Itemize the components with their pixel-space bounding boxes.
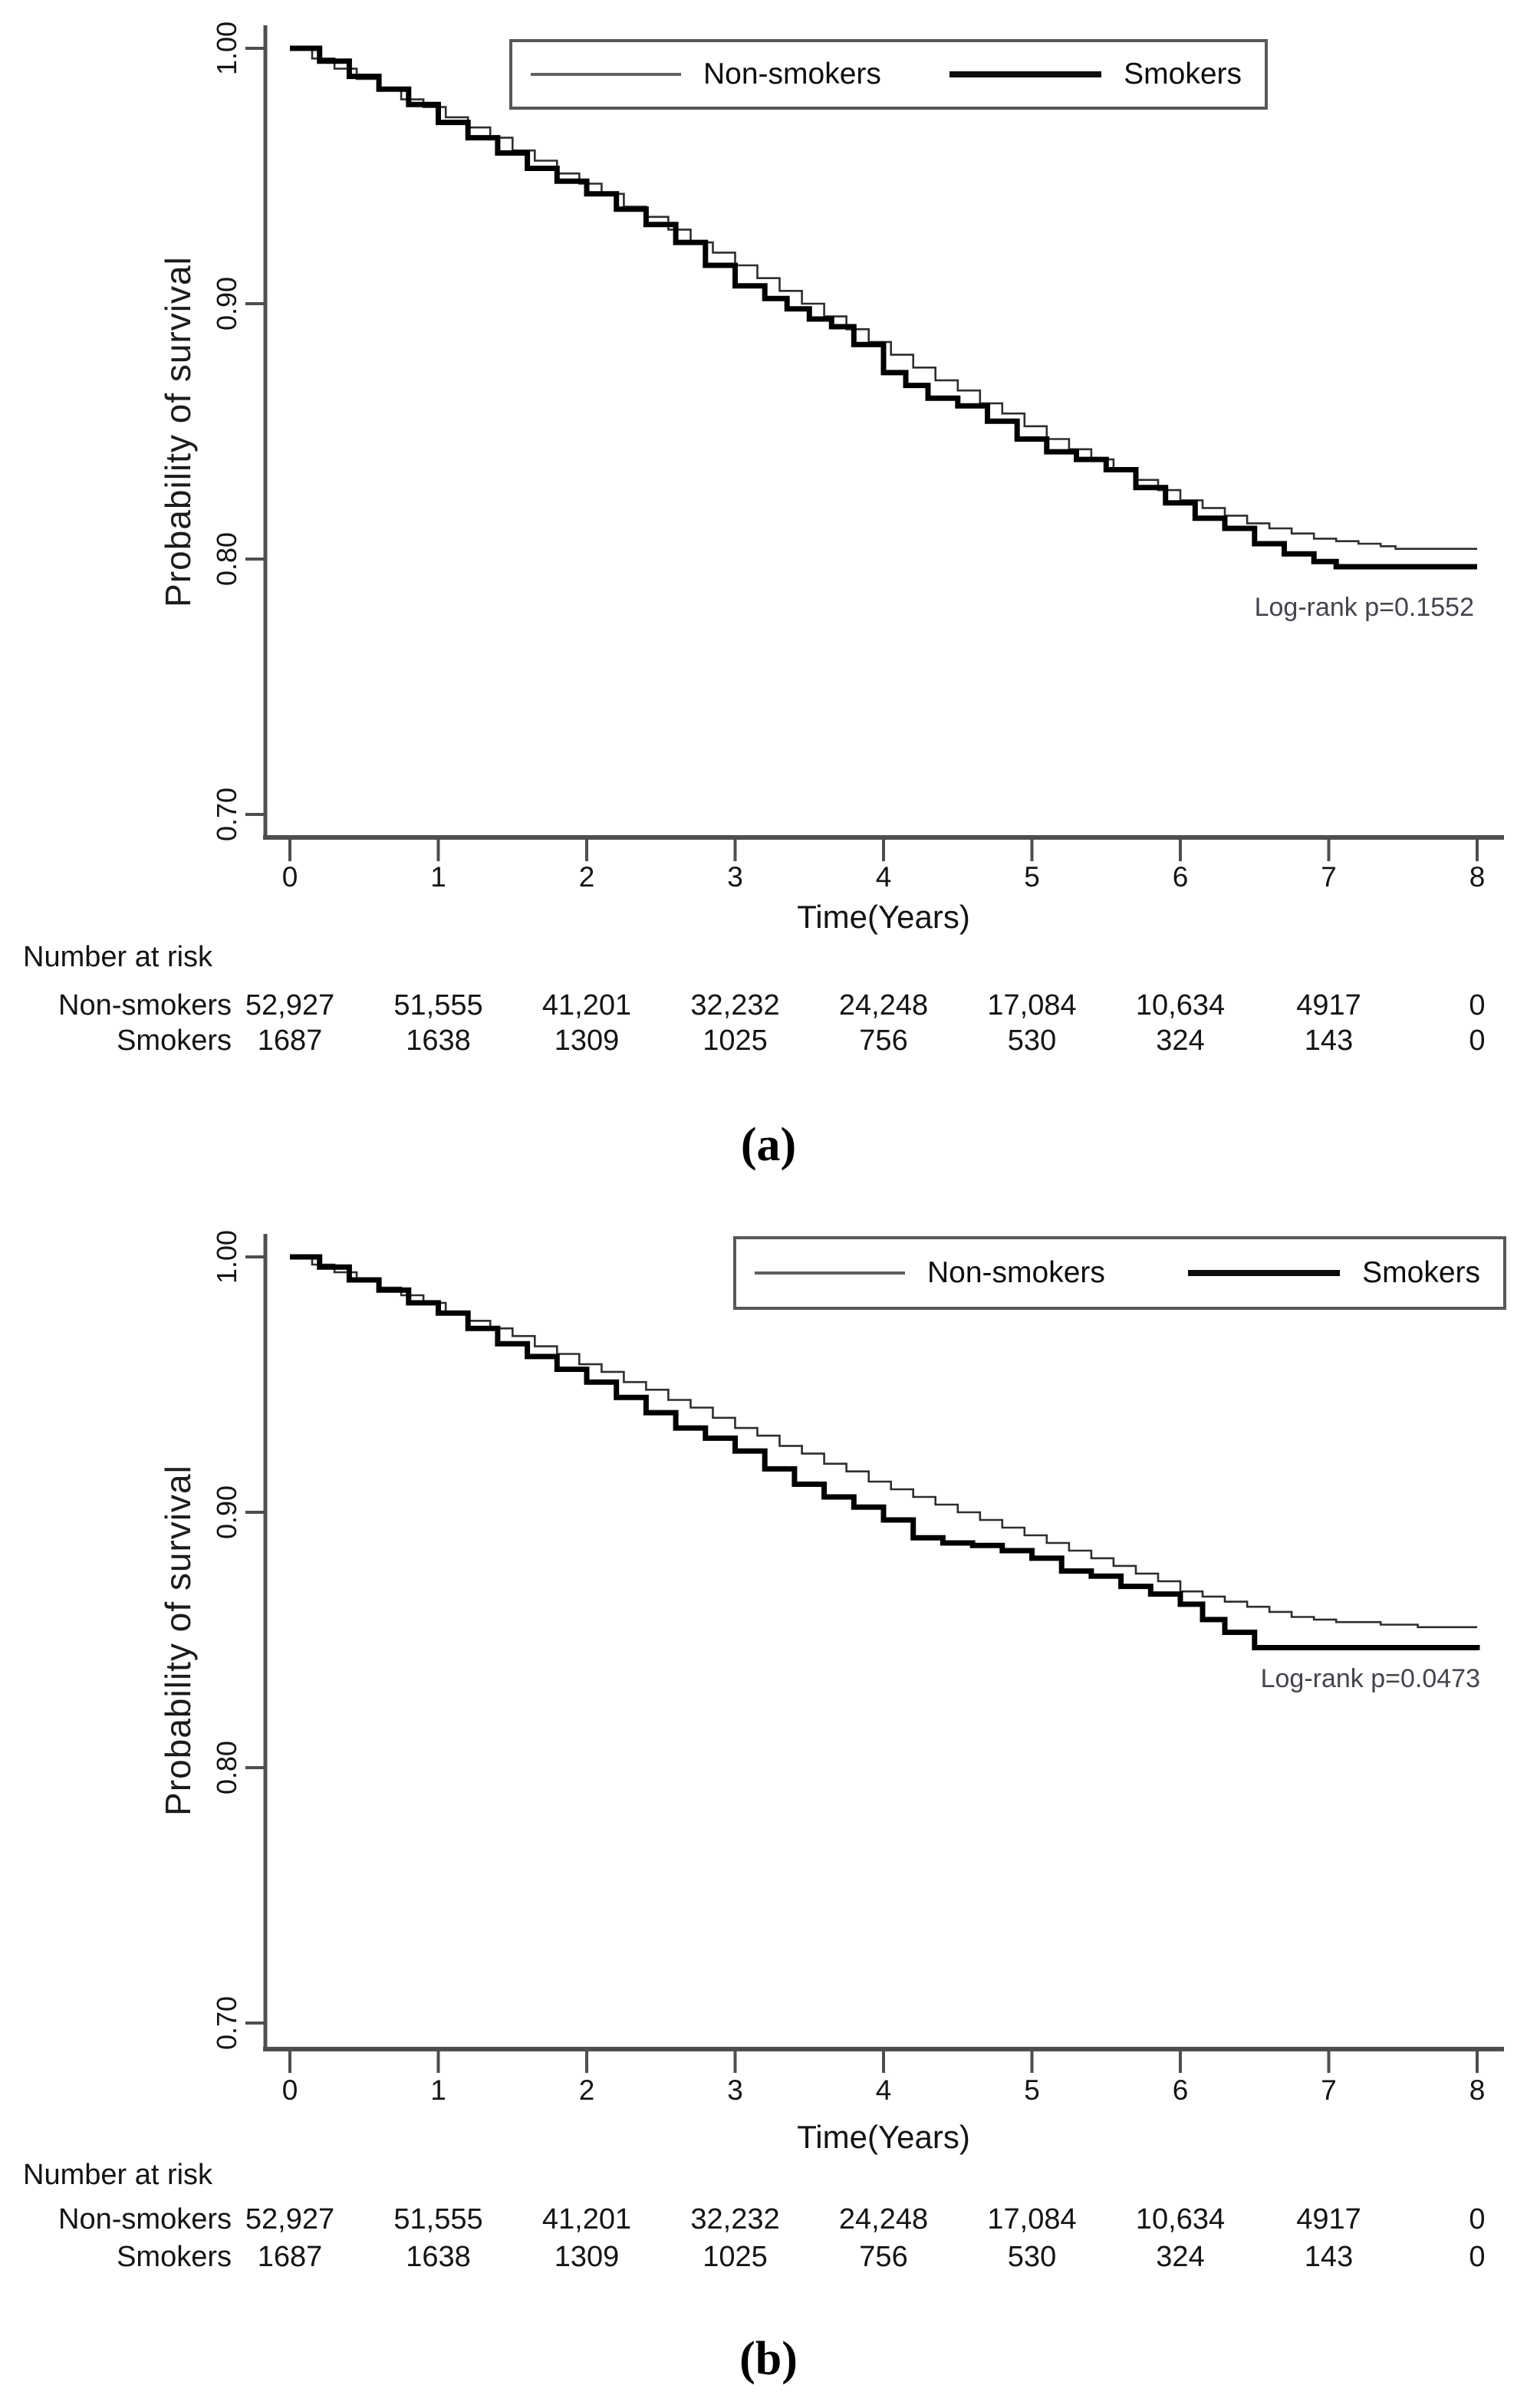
legend-entry-smokers: Smokers — [949, 58, 1242, 91]
x-tick-label: 4 — [875, 2074, 892, 2106]
y-tick-label: 0.70 — [211, 1995, 242, 2051]
risk-value: 530 — [1007, 2241, 1057, 2273]
risk-value: 41,201 — [541, 2203, 632, 2235]
risk-value: 143 — [1304, 1025, 1354, 1057]
risk-value: 4917 — [1296, 989, 1361, 1021]
risk-value: 1025 — [703, 2241, 768, 2273]
legend-label: Non-smokers — [927, 1256, 1105, 1289]
survival-curve-smokers — [290, 1254, 1480, 1650]
risk-value: 17,084 — [987, 2203, 1077, 2235]
y-tick-label: 0.70 — [211, 787, 242, 842]
risk-value: 10,634 — [1135, 2203, 1226, 2235]
y-tick-label: 0.80 — [211, 1740, 242, 1795]
x-tick-label: 7 — [1321, 2074, 1337, 2106]
x-tick-label: 8 — [1469, 2074, 1486, 2106]
risk-value: 32,232 — [690, 989, 780, 1021]
legend-entry-non-smokers: Non-smokers — [755, 1256, 1105, 1290]
risk-value: 0 — [1469, 2241, 1486, 2273]
risk-value: 143 — [1304, 2241, 1354, 2273]
risk-value: 0 — [1469, 2203, 1486, 2235]
risk-value: 41,201 — [541, 989, 632, 1021]
risk-value: 52,927 — [245, 989, 335, 1021]
y-tick-label: 1.00 — [211, 1229, 242, 1285]
risk-value: 1687 — [257, 1025, 323, 1057]
y-tick-label: 1.00 — [211, 21, 242, 76]
thin-line-swatch-icon — [531, 73, 681, 76]
risk-row-label: Smokers — [117, 1025, 232, 1057]
risk-value: 756 — [859, 1025, 908, 1057]
x-axis-title: Time(Years) — [797, 899, 970, 935]
x-tick-label: 2 — [578, 2074, 595, 2106]
legend-entry-smokers: Smokers — [1188, 1256, 1480, 1290]
risk-value: 1638 — [406, 1025, 471, 1057]
x-tick-label: 6 — [1172, 861, 1189, 893]
y-tick-label: 0.90 — [211, 276, 242, 331]
survival-curve-smokers — [290, 45, 1477, 570]
legend-label: Non-smokers — [703, 58, 881, 90]
legend-label: Smokers — [1124, 58, 1242, 90]
legend-box: Non-smokers Smokers — [509, 39, 1268, 110]
risk-value: 17,084 — [987, 989, 1077, 1021]
risk-row-label: Smokers — [117, 2241, 232, 2273]
panel-caption: (a) — [740, 1119, 797, 1171]
risk-value: 1025 — [703, 1025, 768, 1057]
legend-box: Non-smokers Smokers — [733, 1236, 1506, 1310]
legend-label: Smokers — [1362, 1256, 1480, 1289]
risk-value: 324 — [1156, 2241, 1205, 2273]
survival-curve-non-smokers — [290, 1255, 1477, 1629]
risk-row-label: Non-smokers — [58, 2203, 232, 2235]
x-tick-label: 5 — [1024, 861, 1040, 893]
thin-line-swatch-icon — [755, 1271, 905, 1275]
risk-value: 51,555 — [393, 989, 483, 1021]
x-tick-label: 2 — [578, 861, 595, 893]
y-tick-label: 0.90 — [211, 1485, 242, 1540]
risk-row-label: Non-smokers — [58, 989, 232, 1021]
x-tick-label: 7 — [1321, 861, 1337, 893]
risk-value: 1309 — [554, 2241, 620, 2273]
y-axis-title: Probability of survival — [158, 1465, 198, 1816]
x-tick-label: 1 — [430, 2074, 446, 2106]
x-tick-label: 5 — [1024, 2074, 1040, 2106]
risk-value: 324 — [1156, 1025, 1205, 1057]
x-tick-label: 3 — [727, 861, 743, 893]
x-tick-label: 3 — [727, 2074, 743, 2106]
survival-curve-non-smokers — [290, 47, 1477, 550]
risk-value: 52,927 — [245, 2203, 335, 2235]
risk-value: 24,248 — [838, 2203, 929, 2235]
risk-value: 0 — [1469, 1025, 1486, 1057]
risk-value: 756 — [859, 2241, 908, 2273]
x-tick-label: 1 — [430, 861, 446, 893]
risk-value: 10,634 — [1135, 989, 1226, 1021]
x-tick-label: 0 — [281, 861, 298, 893]
risk-value: 24,248 — [838, 989, 929, 1021]
panel-caption: (b) — [739, 2333, 798, 2385]
risk-value: 1638 — [406, 2241, 471, 2273]
risk-value: 1309 — [554, 1025, 620, 1057]
y-axis-title: Probability of survival — [158, 256, 198, 607]
x-tick-label: 0 — [281, 2074, 298, 2106]
thick-line-swatch-icon — [949, 71, 1102, 77]
risk-value: 4917 — [1296, 2203, 1361, 2235]
risk-value: 530 — [1007, 1025, 1057, 1057]
x-tick-label: 6 — [1172, 2074, 1189, 2106]
x-tick-label: 4 — [875, 861, 892, 893]
legend-entry-non-smokers: Non-smokers — [531, 58, 881, 91]
risk-value: 51,555 — [393, 2203, 483, 2235]
log-rank-annotation: Log-rank p=0.0473 — [1260, 1664, 1480, 1693]
y-tick-label: 0.80 — [211, 531, 242, 587]
x-tick-label: 8 — [1469, 861, 1486, 893]
log-rank-annotation: Log-rank p=0.1552 — [1254, 593, 1474, 622]
number-at-risk-title: Number at risk — [23, 941, 213, 973]
risk-value: 0 — [1469, 989, 1486, 1021]
x-axis-title: Time(Years) — [797, 2119, 970, 2155]
thick-line-swatch-icon — [1188, 1270, 1341, 1276]
risk-value: 32,232 — [690, 2203, 780, 2235]
number-at-risk-title: Number at risk — [23, 2159, 213, 2191]
risk-value: 1687 — [257, 2241, 323, 2273]
